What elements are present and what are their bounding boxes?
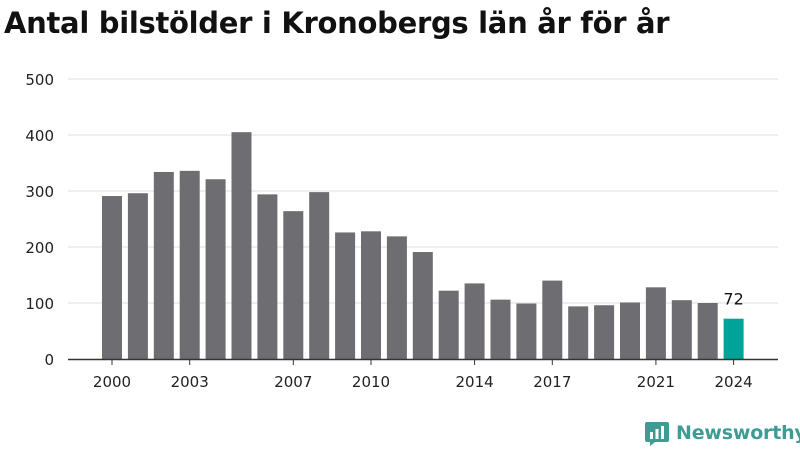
- x-tick-label: 2017: [533, 373, 571, 391]
- bar: [568, 306, 589, 359]
- chart-title: Antal bilstölder i Kronobergs län år för…: [4, 6, 670, 40]
- x-tick-label: 2007: [274, 373, 312, 391]
- x-tick-label: 2014: [456, 373, 494, 391]
- bar: [645, 287, 666, 359]
- bar: [542, 280, 563, 359]
- y-tick-label: 300: [25, 183, 54, 201]
- y-tick-label: 200: [25, 239, 54, 257]
- bar: [386, 236, 407, 359]
- bar: [412, 252, 433, 359]
- bar: [309, 192, 330, 359]
- x-tick-label: 2021: [637, 373, 675, 391]
- bar: [153, 171, 174, 359]
- bar: [723, 318, 744, 359]
- bar: [671, 300, 692, 359]
- bar: [361, 231, 381, 359]
- y-tick-label: 100: [25, 295, 54, 313]
- bar: [620, 302, 640, 359]
- bar: [127, 193, 148, 359]
- y-tick-label: 400: [25, 127, 54, 145]
- bar: [335, 232, 356, 359]
- x-tick-label: 2024: [715, 373, 753, 391]
- x-tick-label: 2010: [352, 373, 390, 391]
- bar: [102, 196, 122, 359]
- newsworthy-logo-icon: [645, 422, 669, 446]
- bar: [257, 194, 278, 359]
- bar: [464, 283, 485, 359]
- y-tick-label: 500: [25, 71, 54, 89]
- y-tick-label: 0: [44, 351, 54, 369]
- bar: [179, 170, 200, 359]
- bar: [231, 132, 252, 359]
- bar: [438, 290, 459, 359]
- bar: [283, 211, 304, 359]
- x-tick-label: 2000: [93, 373, 131, 391]
- brand-name: Newsworthy: [676, 422, 800, 444]
- data-label: 72: [723, 290, 743, 309]
- newsworthy-logo: Newsworthy: [644, 420, 800, 446]
- bar: [697, 303, 718, 359]
- bar: [490, 299, 511, 359]
- bar: [205, 179, 226, 359]
- bar: [594, 305, 615, 359]
- x-tick-label: 2003: [171, 373, 209, 391]
- bar: [516, 303, 537, 359]
